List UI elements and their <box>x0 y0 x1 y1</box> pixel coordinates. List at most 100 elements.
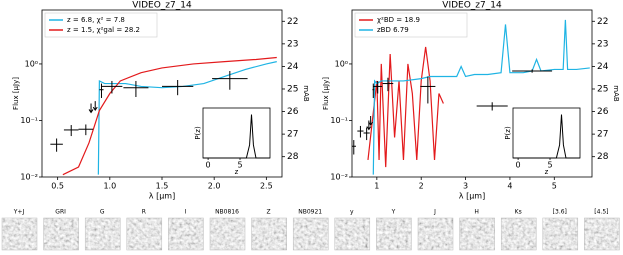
series-line <box>62 56 277 176</box>
plot-frame <box>351 9 593 178</box>
chart-title: VIDEO_z7_14 <box>132 1 192 11</box>
stamp-label: Y+J <box>13 209 25 216</box>
stamp-border <box>459 217 495 251</box>
stamp-border <box>251 217 287 251</box>
y2-tick-label: 25 <box>597 84 608 94</box>
upper-limit <box>88 103 94 114</box>
stamp-border <box>500 217 537 251</box>
stamp-label: G <box>100 209 105 216</box>
y2-tick-label: 24 <box>597 62 609 72</box>
upper-limit <box>368 115 374 126</box>
x-tick-label: 1.0 <box>103 182 116 191</box>
y2-tick-label: 26 <box>287 107 299 117</box>
stamp-image <box>293 218 329 250</box>
stamp-image <box>85 218 121 250</box>
stamp-border <box>584 217 620 251</box>
stamp-image <box>168 218 204 250</box>
plot-area <box>50 56 277 176</box>
y2-tick-label: 22 <box>597 17 608 27</box>
stamp-label: Ks <box>515 209 522 216</box>
stamp-border <box>542 217 579 251</box>
stamp-label: H <box>474 209 479 216</box>
x-tick-label: 2.0 <box>208 182 221 191</box>
stamp-border <box>1 217 38 251</box>
pz-curve <box>513 114 580 159</box>
stamp-label: R <box>142 209 146 216</box>
stamp-border <box>334 217 371 251</box>
y2-tick-label: 25 <box>287 84 298 94</box>
stamp-label: [4.5] <box>594 209 608 216</box>
y-tick-label: 10⁻² <box>330 173 348 182</box>
x-tick-label: 2 <box>419 182 424 191</box>
series-line <box>367 46 444 168</box>
pz-curve <box>203 114 270 159</box>
x-tick-label: 5 <box>552 182 557 191</box>
legend-label: z = 1.5, χ²gal = 28.2 <box>67 26 140 34</box>
stamp-image <box>126 218 162 250</box>
stamp-label: GRI <box>55 209 66 216</box>
y2-axis-label: mAB <box>612 85 620 102</box>
stamp-image <box>542 218 578 250</box>
y2-tick-label: 23 <box>597 39 608 49</box>
stamp-image <box>2 218 37 250</box>
legend-label: χ²BD = 18.9 <box>377 16 420 24</box>
y-tick-label: 10⁻¹ <box>20 116 38 125</box>
stamp-border <box>209 217 246 251</box>
stamp-border <box>292 217 329 251</box>
legend-box <box>354 12 468 38</box>
y-axis-label: Flux [µJy] <box>322 77 330 110</box>
stamp-image <box>418 218 453 250</box>
stamp-image <box>334 218 370 250</box>
stamp-border <box>376 217 412 251</box>
stamp-label: NB0921 <box>298 209 322 216</box>
stamp-label: Y <box>391 209 396 216</box>
y-tick-label: 10⁻¹ <box>330 116 348 125</box>
chart-title: VIDEO_z7_14 <box>442 1 502 11</box>
stamp-label: Z <box>267 209 271 216</box>
y2-tick-label: 23 <box>287 39 298 49</box>
y2-tick-label: 24 <box>287 62 299 72</box>
stamp-label: NB0816 <box>215 209 239 216</box>
inset-y-label: P(z) <box>194 126 202 140</box>
stamp-label: [3.6] <box>553 209 567 216</box>
x-tick-label: 4 <box>507 182 512 191</box>
y2-tick-label: 28 <box>597 152 609 162</box>
stamp-image <box>584 218 620 250</box>
y2-tick-label: 27 <box>597 130 608 140</box>
stamp-border <box>417 217 454 251</box>
y2-tick-label: 22 <box>287 17 298 27</box>
y-tick-label: 10⁻² <box>20 173 38 182</box>
x-axis-label: λ [µm] <box>149 192 175 201</box>
stamp-border <box>43 217 79 251</box>
y2-tick-label: 27 <box>287 130 298 140</box>
y2-tick-label: 28 <box>287 152 299 162</box>
stamp-border <box>126 217 163 251</box>
legend-label: zBD 6.79 <box>377 26 409 34</box>
x-tick-label: 1.5 <box>156 182 169 191</box>
stamp-image <box>251 218 287 250</box>
y-tick-label: 10⁰ <box>25 59 38 68</box>
legend-box <box>44 12 158 38</box>
stamp-border <box>84 217 121 251</box>
inset-x-tick-label: 0 <box>516 161 521 170</box>
upper-limit <box>92 101 98 112</box>
series-line <box>372 19 590 175</box>
series-line <box>97 61 277 175</box>
stamp-image <box>43 218 79 250</box>
x-tick-label: 2.5 <box>260 182 273 191</box>
y2-tick-label: 26 <box>597 107 609 117</box>
inset-x-tick-label: 5 <box>237 161 242 170</box>
x-tick-label: 3 <box>463 182 468 191</box>
stamp-image <box>376 218 412 250</box>
y-tick-label: 10⁰ <box>335 59 348 68</box>
x-axis-label: λ [µm] <box>459 192 485 201</box>
stamp-label: J <box>433 209 436 216</box>
inset-frame <box>512 107 581 159</box>
stamp-image <box>459 218 495 250</box>
inset-y-label: P(z) <box>504 126 512 140</box>
y2-axis-label: mAB <box>302 85 310 102</box>
stamp-label: y <box>350 209 354 216</box>
inset-x-label: z <box>235 168 239 176</box>
x-tick-label: 1 <box>374 182 379 191</box>
